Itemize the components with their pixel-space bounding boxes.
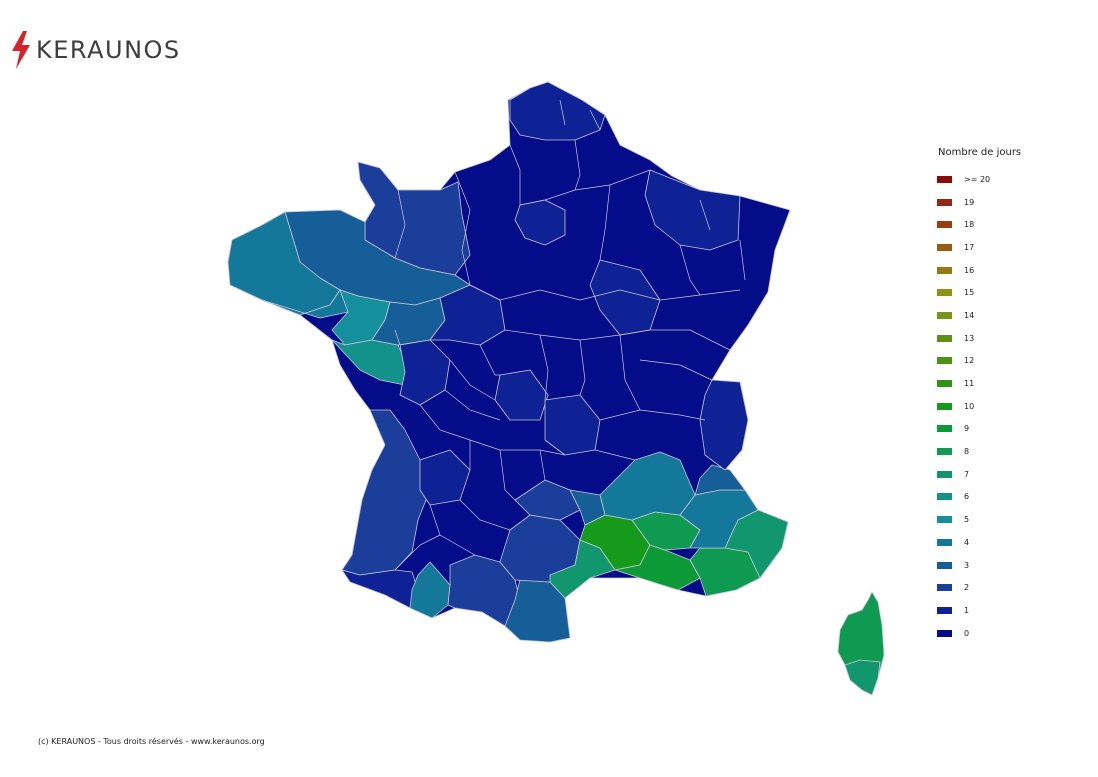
legend-item: 18: [937, 213, 1047, 236]
region-hautes-pyrenees: [409, 561, 451, 619]
department-borders: [394, 99, 746, 571]
legend-list: >= 20 19 18 17 16 15 14 13 12 11 10 9 8 7 6 5 4 3 2 1 0: [937, 168, 1047, 644]
legend-item: 1: [937, 599, 1047, 622]
legend-item: 8: [937, 440, 1047, 463]
legend-label: 18: [964, 220, 975, 230]
lightning-bolt-icon: [12, 31, 30, 69]
legend-item: 19: [937, 191, 1047, 214]
legend-title: Nombre de jours: [938, 147, 1022, 158]
region-charente: [399, 339, 451, 406]
legend-item: 5: [937, 508, 1047, 531]
legend-swatch: [937, 470, 952, 478]
legend-item: 14: [937, 304, 1047, 327]
legend-item: 0: [937, 622, 1047, 645]
legend-label: 14: [964, 310, 975, 320]
legend-item: 12: [937, 350, 1047, 373]
legend-swatch: [937, 493, 952, 501]
region-ile-de-france: [514, 199, 566, 246]
legend-label: 9: [964, 424, 970, 434]
legend-item: >= 20: [937, 168, 1047, 191]
legend-label: 11: [964, 379, 975, 389]
region-haute-loire: [569, 489, 606, 526]
legend-label: 12: [964, 356, 975, 366]
legend-item: 15: [937, 281, 1047, 304]
legend-item: 17: [937, 236, 1047, 259]
legend-swatch: [937, 334, 952, 342]
legend-label: 5: [964, 515, 970, 525]
legend-swatch: [937, 221, 952, 229]
legend-item: 13: [937, 327, 1047, 350]
region-pyrenees-atlantiques: [341, 569, 419, 609]
legend-item: 9: [937, 418, 1047, 441]
legend-label: 10: [964, 401, 975, 411]
legend-swatch: [937, 584, 952, 592]
legend-item: 3: [937, 554, 1047, 577]
legend-swatch: [937, 357, 952, 365]
legend-swatch: [937, 175, 952, 183]
legend-swatch: [937, 402, 952, 410]
legend-swatch: [937, 289, 952, 297]
region-savoie: [699, 379, 749, 471]
region-ardeche-drome: [599, 451, 696, 521]
legend-swatch: [937, 425, 952, 433]
legend-item: 10: [937, 395, 1047, 418]
legend-swatch: [937, 198, 952, 206]
legend-swatch: [937, 311, 952, 319]
legend-item: 2: [937, 576, 1047, 599]
legend-label: 6: [964, 492, 970, 502]
region-hautes-alpes: [694, 464, 746, 496]
legend-label: 2: [964, 583, 970, 593]
logo-text: KERAUNOS: [36, 36, 181, 64]
legend-swatch: [937, 629, 952, 637]
legend-label: >= 20: [964, 174, 991, 184]
legend-swatch: [937, 561, 952, 569]
legend-label: 13: [964, 333, 975, 343]
legend-swatch: [937, 266, 952, 274]
legend-label: 17: [964, 242, 975, 252]
corsica-south: [844, 659, 881, 696]
legend-label: 15: [964, 288, 975, 298]
copyright-footer: (c) KERAUNOS - Tous droits réservés - ww…: [38, 737, 265, 746]
legend-swatch: [937, 243, 952, 251]
legend-label: 4: [964, 537, 970, 547]
legend-swatch: [937, 606, 952, 614]
legend-label: 1: [964, 605, 970, 615]
legend-label: 0: [964, 628, 970, 638]
legend-label: 19: [964, 197, 975, 207]
legend-swatch: [937, 380, 952, 388]
legend-label: 16: [964, 265, 975, 275]
legend-item: 4: [937, 531, 1047, 554]
legend-swatch: [937, 516, 952, 524]
legend-swatch: [937, 538, 952, 546]
legend-swatch: [937, 448, 952, 456]
keraunos-logo: KERAUNOS: [10, 30, 181, 70]
region-grand-est-east: [644, 169, 741, 251]
legend: Nombre de jours >= 20 19 18 17 16 15 14 13 12 11 1…: [937, 147, 1047, 644]
legend-label: 8: [964, 447, 970, 457]
legend-item: 6: [937, 486, 1047, 509]
legend-label: 3: [964, 560, 970, 570]
legend-item: 7: [937, 463, 1047, 486]
legend-item: 16: [937, 259, 1047, 282]
legend-label: 7: [964, 469, 970, 479]
legend-item: 11: [937, 372, 1047, 395]
